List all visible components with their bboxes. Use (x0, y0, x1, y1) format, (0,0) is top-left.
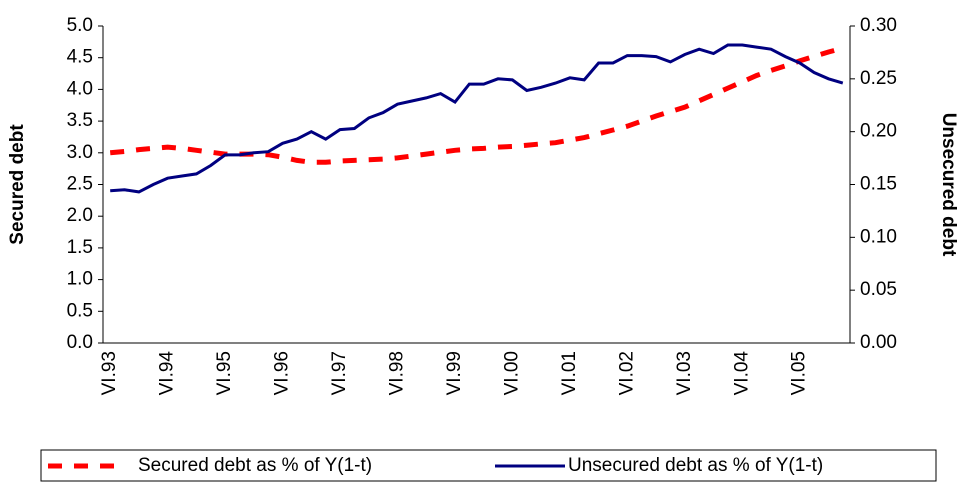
series-line (110, 43, 844, 194)
y2-tick-label: 0.15 (860, 174, 897, 195)
y-tick-label: 5.0 (67, 15, 93, 36)
y-axis-label: Secured debt (7, 124, 28, 245)
y-tick-label: 0.5 (67, 300, 93, 321)
y-tick-label: 3.5 (67, 110, 93, 131)
y-tick-label: 1.5 (67, 237, 93, 258)
y2-tick-label: 0.25 (860, 68, 897, 89)
y-tick-label: 1.0 (67, 269, 93, 290)
legend-box (40, 449, 937, 482)
x-tick-label: VI.04 (731, 351, 752, 396)
x-tick-label: VI.01 (559, 351, 580, 395)
x-tick-label: VI.97 (329, 351, 350, 395)
y-tick-label: 2.0 (67, 205, 93, 226)
y2-tick-label: 0.00 (860, 332, 897, 353)
x-tick-label: VI.94 (157, 351, 178, 396)
x-tick-label: VI.05 (789, 351, 810, 395)
series-line (109, 45, 844, 165)
y2-tick-label: 0.30 (860, 15, 897, 36)
x-tick-label: VI.96 (272, 351, 293, 395)
y2-axis-label: Unsecured debt (938, 113, 959, 257)
x-tick-label: VI.02 (616, 351, 637, 395)
x-tick-label: VI.98 (387, 351, 408, 395)
x-tick-label: VI.99 (444, 351, 465, 395)
y2-tick-label: 0.05 (860, 279, 897, 300)
x-tick-label: VI.00 (501, 351, 522, 395)
y-tick-label: 2.5 (67, 174, 93, 195)
legend-label: Secured debt as % of Y(1-t) (138, 455, 372, 476)
y-tick-label: 0.0 (67, 332, 93, 353)
y2-tick-label: 0.20 (860, 121, 897, 142)
x-tick-label: VI.95 (214, 351, 235, 395)
y-tick-label: 4.5 (67, 47, 93, 68)
y2-tick-label: 0.10 (860, 226, 897, 247)
y-tick-label: 3.0 (67, 142, 93, 163)
x-tick-label: VI.03 (674, 351, 695, 395)
x-tick-label: VI.93 (99, 351, 120, 395)
legend-label: Unsecured debt as % of Y(1-t) (568, 455, 823, 476)
y-tick-label: 4.0 (67, 78, 93, 99)
